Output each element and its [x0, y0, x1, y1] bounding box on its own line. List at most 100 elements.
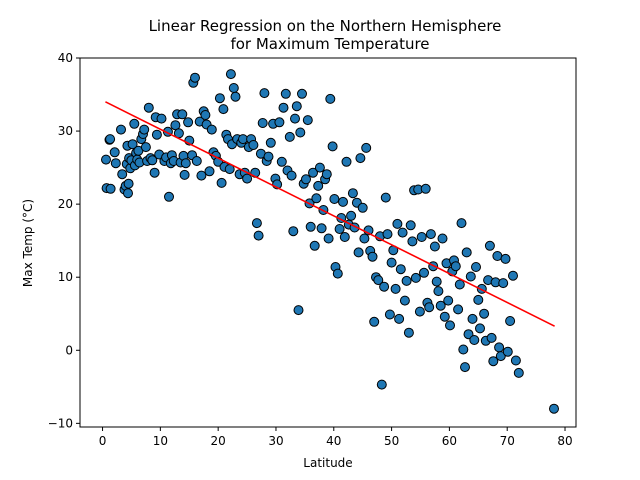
data-point — [248, 140, 259, 150]
data-point — [105, 183, 116, 194]
data-point — [339, 232, 350, 242]
data-point — [280, 88, 291, 99]
data-point — [498, 278, 509, 289]
data-point — [379, 281, 390, 292]
data-point — [127, 139, 138, 150]
data-point — [190, 72, 200, 83]
data-point — [376, 379, 387, 390]
data-point — [286, 170, 297, 181]
data-point — [206, 124, 217, 135]
data-point — [508, 270, 518, 281]
x-tick-label: 50 — [384, 434, 399, 448]
data-point — [274, 117, 285, 128]
data-point — [251, 218, 262, 229]
data-point — [392, 218, 403, 229]
data-point — [101, 154, 111, 165]
data-point — [407, 236, 418, 247]
y-tick-label: 20 — [58, 197, 73, 211]
y-tick-label: 0 — [65, 343, 73, 357]
data-point — [424, 302, 435, 313]
data-point — [327, 141, 338, 152]
data-point — [500, 253, 511, 264]
data-point — [479, 308, 490, 319]
data-point — [288, 226, 299, 237]
data-point — [329, 194, 340, 204]
data-point — [143, 102, 154, 113]
data-point — [284, 131, 295, 142]
x-tick-label: 20 — [211, 434, 226, 448]
data-point — [295, 127, 306, 138]
data-point — [380, 192, 391, 203]
data-point — [369, 316, 380, 327]
data-point — [460, 362, 470, 373]
data-point — [180, 158, 191, 169]
data-point — [510, 355, 521, 366]
points-layer — [101, 69, 559, 414]
data-point — [495, 351, 506, 362]
y-tick-label: 30 — [58, 124, 73, 138]
regression-layer — [105, 101, 555, 327]
data-point — [458, 344, 469, 355]
data-point — [301, 174, 311, 185]
y-axis-label: Max Temp (°C) — [21, 199, 35, 287]
y-axis-ticks: −10 0 10 20 30 40 — [48, 51, 80, 430]
data-point — [149, 167, 160, 178]
data-point — [445, 320, 455, 331]
data-point — [265, 137, 276, 148]
y-tick-label: 10 — [58, 270, 73, 284]
data-point — [177, 109, 188, 120]
data-point — [309, 240, 320, 251]
data-point — [414, 306, 425, 317]
data-point — [338, 196, 348, 207]
data-point — [341, 156, 352, 167]
data-point — [321, 169, 332, 180]
data-point — [228, 83, 239, 93]
data-point — [355, 153, 366, 164]
data-point — [214, 93, 225, 104]
data-point — [397, 227, 408, 238]
data-point — [117, 169, 128, 180]
x-tick-label: 10 — [153, 434, 168, 448]
data-point — [323, 233, 334, 244]
data-point — [278, 102, 289, 113]
data-point — [257, 118, 268, 128]
data-point — [454, 279, 465, 290]
chart-title-line-1: Linear Regression on the Northern Hemisp… — [149, 17, 502, 35]
data-point — [123, 178, 134, 189]
data-point — [346, 210, 357, 221]
data-point — [293, 305, 304, 316]
data-point — [450, 261, 461, 272]
data-point — [139, 124, 150, 135]
data-point — [116, 124, 126, 135]
data-point — [291, 101, 302, 112]
y-tick-label: −10 — [48, 416, 73, 430]
data-point — [196, 170, 207, 181]
data-point — [156, 113, 167, 124]
data-point — [431, 276, 442, 287]
data-point — [456, 218, 467, 229]
data-point — [225, 69, 236, 80]
data-point — [488, 356, 499, 367]
data-point — [486, 332, 497, 343]
data-point — [276, 156, 287, 167]
data-point — [105, 134, 116, 145]
data-point — [384, 309, 395, 320]
data-point — [253, 230, 264, 241]
x-axis-label: Latitude — [303, 456, 352, 470]
data-point — [305, 221, 316, 232]
data-point — [502, 346, 513, 357]
data-point — [204, 166, 215, 177]
data-point — [140, 142, 151, 153]
data-point — [475, 323, 485, 334]
data-point — [110, 158, 121, 169]
data-point — [484, 240, 495, 251]
data-point — [425, 229, 436, 240]
data-point — [308, 167, 318, 178]
data-point — [420, 183, 431, 194]
data-point — [179, 169, 190, 180]
x-tick-label: 0 — [99, 434, 107, 448]
data-point — [395, 264, 406, 275]
data-point — [353, 247, 364, 258]
